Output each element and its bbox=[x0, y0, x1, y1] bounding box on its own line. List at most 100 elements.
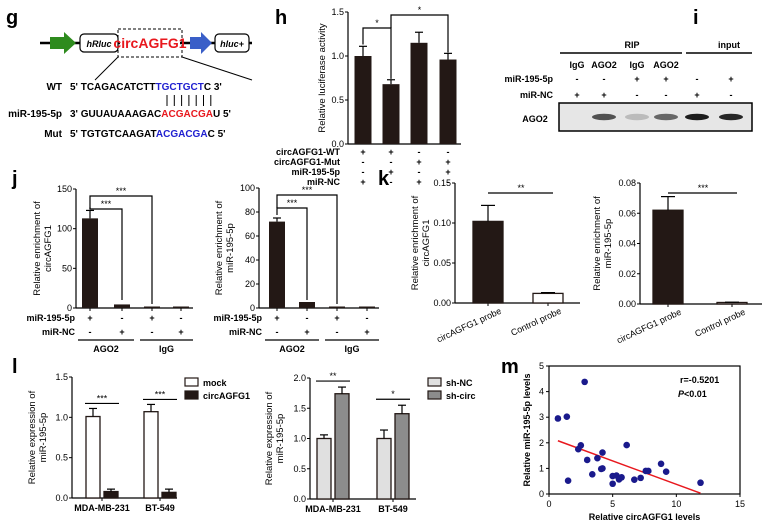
y-tick-label: 60 bbox=[245, 231, 255, 241]
zoom-line-left bbox=[94, 56, 119, 81]
hluc-box bbox=[214, 33, 250, 53]
bar bbox=[114, 304, 130, 308]
sequence-segment: U bbox=[213, 109, 220, 120]
condition-label: miR-NC bbox=[229, 327, 262, 337]
condition-sign: - bbox=[362, 167, 365, 177]
blot-row-label: miR-195-5p bbox=[504, 74, 553, 84]
input-label: input bbox=[718, 40, 740, 50]
data-point bbox=[697, 479, 704, 487]
blot-band bbox=[625, 113, 649, 121]
y-tick-label: 0.05 bbox=[433, 258, 451, 268]
data-point bbox=[563, 413, 571, 420]
data-point bbox=[657, 460, 665, 468]
significance-label: *** bbox=[97, 393, 108, 403]
x-tick-label: 10 bbox=[671, 499, 681, 509]
blot-band bbox=[685, 113, 709, 121]
data-point bbox=[599, 449, 606, 456]
condition-sign: - bbox=[447, 177, 450, 187]
y-axis-title: Relative miR-195-5p levels bbox=[522, 373, 532, 486]
x-tick-label: 15 bbox=[735, 499, 745, 509]
x-axis-title: Relative circAGFG1 levels bbox=[589, 512, 701, 522]
lane-label: AGO2 bbox=[591, 60, 617, 70]
lane-label: IgG bbox=[570, 60, 585, 70]
blot-sign: - bbox=[603, 74, 606, 84]
condition-sign: + bbox=[360, 147, 365, 157]
condition-label: miR-NC bbox=[307, 177, 340, 187]
x-tick-label: BT-549 bbox=[145, 503, 175, 513]
y-axis-title: circAGFG1 bbox=[421, 220, 432, 267]
p-value: <0.01 bbox=[684, 389, 707, 399]
y-axis-title: Relative enrichment of bbox=[410, 195, 421, 290]
condition-sign: - bbox=[418, 147, 421, 157]
y-tick-label: 0 bbox=[67, 303, 72, 313]
y-tick-label: 0.5 bbox=[331, 95, 344, 105]
data-point bbox=[623, 441, 630, 449]
panel-k2-chart: 0.00 0.02 0.04 0.06 0.08 Relative enrichment … bbox=[592, 178, 762, 345]
promoter-arrow-icon bbox=[50, 32, 76, 54]
blot-sign: + bbox=[663, 74, 668, 84]
y-tick-label: 0.02 bbox=[618, 269, 636, 279]
blot-sign: - bbox=[636, 90, 639, 100]
y-tick-label: 20 bbox=[245, 279, 255, 289]
condition-sign: + bbox=[149, 313, 154, 323]
sequence-segment: ACGACGA bbox=[161, 109, 213, 120]
data-point bbox=[637, 474, 644, 482]
y-axis-title: miR-195-5p bbox=[225, 223, 236, 273]
bar-circAGFG1 bbox=[161, 491, 177, 499]
blot-sign: + bbox=[574, 90, 579, 100]
bar bbox=[382, 84, 400, 144]
condition-sign: + bbox=[445, 167, 450, 177]
p-symbol: P bbox=[678, 389, 685, 399]
insert-label: circAGFG1 bbox=[113, 35, 186, 51]
panel-i-blot: RIP input IgG AGO2 IgG AGO2 miR-195-5p - - + + - + mi… bbox=[504, 40, 753, 132]
bar-mock bbox=[85, 415, 101, 499]
y-tick-label: 100 bbox=[57, 224, 72, 234]
y-tick-label: 0.0 bbox=[331, 139, 344, 149]
blot-row-label: miR-NC bbox=[520, 90, 553, 100]
data-point bbox=[609, 480, 616, 488]
significance-bracket bbox=[276, 207, 308, 300]
condition-label: circAGFG1-Mut bbox=[274, 157, 340, 167]
y-tick-label: 1.5 bbox=[293, 403, 306, 413]
condition-sign: + bbox=[388, 167, 393, 177]
condition-sign: + bbox=[445, 157, 450, 167]
significance-label: * bbox=[391, 389, 395, 399]
y-tick-label: 1 bbox=[539, 463, 544, 473]
condition-sign: - bbox=[180, 313, 183, 323]
x-tick-label: BT-549 bbox=[378, 504, 408, 514]
panel-letter-k: k bbox=[378, 168, 390, 190]
sequence-segment: C bbox=[208, 129, 215, 140]
y-axis-title: circAGFG1 bbox=[43, 225, 54, 272]
legend-swatch bbox=[184, 390, 199, 400]
blot-sign: + bbox=[694, 90, 699, 100]
y-tick-label: 0.15 bbox=[433, 178, 451, 188]
bar-sh-circ bbox=[334, 393, 350, 500]
condition-sign: - bbox=[390, 177, 393, 187]
condition-sign: + bbox=[364, 327, 369, 337]
y-tick-label: 2 bbox=[539, 438, 544, 448]
legend-label: sh-NC bbox=[446, 378, 473, 388]
y-axis-title: miR-195-5p bbox=[275, 414, 286, 464]
significance-bracket bbox=[390, 14, 449, 53]
significance-label: ** bbox=[329, 371, 337, 381]
y-tick-label: 0.08 bbox=[618, 178, 636, 188]
legend-swatch bbox=[184, 377, 199, 387]
y-tick-label: 0 bbox=[250, 303, 255, 313]
panel-letter-g: g bbox=[6, 7, 18, 29]
sequence-segment: 3' bbox=[70, 109, 81, 120]
y-axis-title: Relative enrichment of bbox=[214, 200, 225, 295]
y-tick-label: 4 bbox=[539, 387, 544, 397]
condition-label: miR-195-5p bbox=[213, 313, 262, 323]
y-axis-title: Relative enrichment of bbox=[592, 196, 603, 291]
significance-label: *** bbox=[116, 186, 127, 196]
y-axis-title: Relative enrichment of bbox=[32, 201, 43, 296]
regression-line bbox=[557, 440, 701, 494]
x-tick-label: 0 bbox=[546, 499, 551, 509]
data-point bbox=[594, 454, 601, 462]
legend-label: mock bbox=[203, 378, 228, 388]
group-label: IgG bbox=[159, 344, 174, 354]
y-tick-label: 0.0 bbox=[55, 493, 68, 503]
y-tick-label: 0.5 bbox=[293, 464, 306, 474]
p-value-label: P<0.01 bbox=[678, 389, 707, 399]
